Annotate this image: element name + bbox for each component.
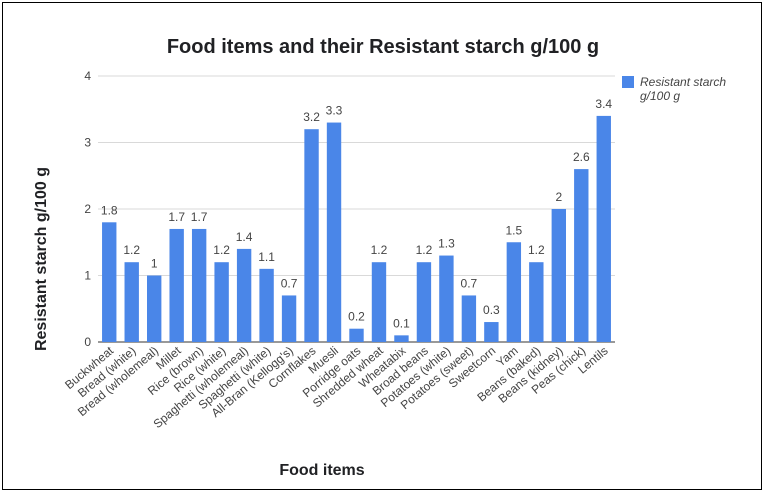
gridlines xyxy=(98,75,615,343)
bar xyxy=(416,262,432,342)
data-label: 0.2 xyxy=(348,310,365,324)
bar xyxy=(551,209,566,342)
bar xyxy=(529,262,544,342)
x-axis-title: Food items xyxy=(279,462,364,479)
bar xyxy=(236,248,252,342)
bar xyxy=(596,115,611,343)
y-tick-label: 4 xyxy=(84,69,91,83)
data-label: 3.4 xyxy=(595,97,612,111)
data-label: 0.7 xyxy=(461,276,478,290)
data-label: 1.2 xyxy=(213,243,230,257)
data-label: 1.2 xyxy=(416,243,433,257)
y-tick-label: 3 xyxy=(84,136,91,150)
bar xyxy=(147,275,162,342)
data-label: 2 xyxy=(555,190,562,204)
data-label: 1.7 xyxy=(168,210,185,224)
bar xyxy=(281,295,297,342)
legend-swatch xyxy=(622,76,634,88)
data-label: 3.3 xyxy=(326,104,343,118)
data-label: 0.7 xyxy=(281,276,298,290)
data-label: 1.3 xyxy=(438,237,455,251)
legend-label-line2: g/100 g xyxy=(640,89,680,103)
bar xyxy=(439,255,454,342)
bars xyxy=(102,115,611,343)
bar xyxy=(326,122,342,342)
data-label: 1.8 xyxy=(101,203,118,217)
data-label: 1 xyxy=(151,257,158,271)
y-tick-label: 1 xyxy=(84,269,91,283)
bar xyxy=(214,262,229,342)
data-label: 1.2 xyxy=(371,243,388,257)
y-tick-label: 2 xyxy=(84,202,91,216)
data-label: 0.3 xyxy=(483,303,500,317)
bar xyxy=(169,228,184,342)
bar xyxy=(102,222,117,342)
bar-chart: Food items and their Resistant starch g/… xyxy=(33,36,726,479)
bar xyxy=(371,262,387,342)
bar xyxy=(506,242,522,342)
data-label: 3.2 xyxy=(303,110,320,124)
data-label: 1.2 xyxy=(528,243,545,257)
data-labels: 1.8 1.2 1 1.7 1.7 1.2 1.4 1.1 0.7 3.2 3.3 0.2 1.2 0.1… xyxy=(101,97,613,330)
bar xyxy=(349,328,364,342)
bar xyxy=(191,228,207,342)
bar xyxy=(574,169,589,342)
data-label: 1.1 xyxy=(258,250,275,264)
bar xyxy=(484,322,499,342)
y-tick-label: 0 xyxy=(84,335,91,349)
legend-label-line1: Resistant starch xyxy=(640,75,726,89)
data-label: 1.4 xyxy=(236,230,253,244)
data-label: 1.5 xyxy=(506,223,523,237)
chart-title: Food items and their Resistant starch g/… xyxy=(167,36,599,58)
bar xyxy=(124,262,139,342)
bar xyxy=(394,335,409,342)
bar xyxy=(304,129,319,342)
data-label: 1.2 xyxy=(123,243,140,257)
data-label: 1.7 xyxy=(191,210,208,224)
bar xyxy=(461,295,477,342)
y-axis-title: Resistant starch g/100 g xyxy=(33,167,50,351)
legend: Resistant starch g/100 g xyxy=(622,75,726,103)
data-label: 0.1 xyxy=(393,316,410,330)
y-axis-ticks: 0 1 2 3 4 xyxy=(84,69,91,349)
data-label: 2.6 xyxy=(573,150,590,164)
bar xyxy=(259,268,274,342)
